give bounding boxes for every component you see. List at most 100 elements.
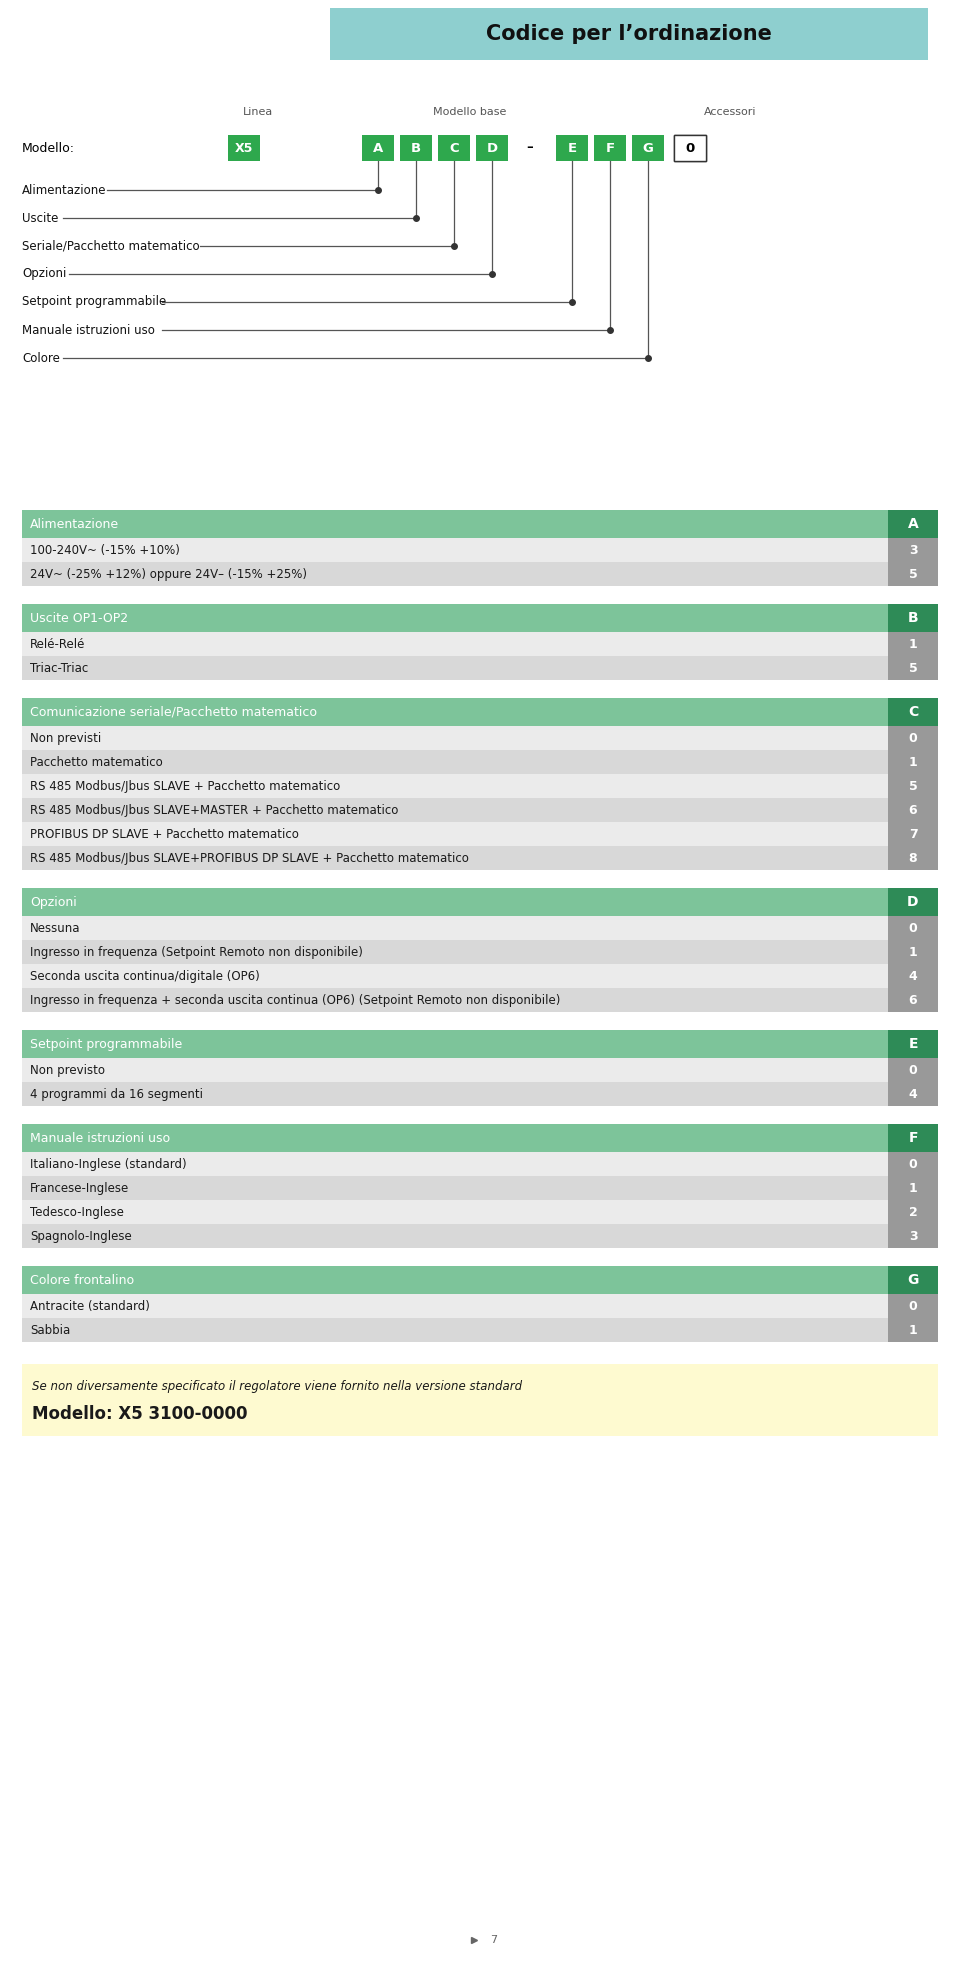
Text: F: F [606, 142, 614, 154]
Bar [888, 775, 938, 798]
Bar [22, 632, 888, 656]
Bar [22, 698, 888, 725]
Bar [888, 917, 938, 941]
Bar [22, 941, 888, 964]
Bar [888, 725, 938, 751]
Bar [888, 1029, 938, 1057]
Bar [22, 1057, 888, 1083]
Text: Manuale istruzioni uso: Manuale istruzioni uso [22, 324, 155, 336]
Text: B: B [411, 142, 421, 154]
Text: B: B [908, 611, 919, 624]
Bar [22, 887, 888, 917]
Text: Nessuna: Nessuna [30, 921, 81, 935]
Text: 4 programmi da 16 segmenti: 4 programmi da 16 segmenti [30, 1087, 203, 1101]
Text: Tedesco-Inglese: Tedesco-Inglese [30, 1205, 124, 1219]
Text: 0: 0 [908, 1158, 918, 1170]
Bar [22, 605, 888, 632]
Bar [888, 510, 938, 537]
Text: Alimentazione: Alimentazione [22, 184, 107, 196]
Text: Sabbia: Sabbia [30, 1324, 70, 1336]
Text: –: – [527, 142, 534, 154]
Text: C: C [908, 705, 918, 719]
Bar [22, 1152, 888, 1176]
Text: 5: 5 [908, 779, 918, 792]
Text: 3: 3 [909, 543, 918, 557]
Bar [888, 1294, 938, 1318]
Bar [632, 134, 664, 160]
Bar [22, 1318, 888, 1342]
Text: Non previsti: Non previsti [30, 731, 101, 745]
Text: Setpoint programmabile: Setpoint programmabile [22, 296, 166, 308]
Bar [22, 1176, 888, 1199]
Text: 0: 0 [908, 1063, 918, 1077]
Text: 5: 5 [908, 662, 918, 674]
Text: 100-240V~ (-15% +10%): 100-240V~ (-15% +10%) [30, 543, 180, 557]
Text: RS 485 Modbus/Jbus SLAVE+PROFIBUS DP SLAVE + Pacchetto matematico: RS 485 Modbus/Jbus SLAVE+PROFIBUS DP SLA… [30, 852, 468, 865]
Text: 0: 0 [685, 142, 695, 154]
Bar [330, 8, 928, 59]
Text: Pacchetto matematico: Pacchetto matematico [30, 755, 163, 769]
Text: 4: 4 [908, 970, 918, 982]
Text: RS 485 Modbus/Jbus SLAVE + Pacchetto matematico: RS 485 Modbus/Jbus SLAVE + Pacchetto mat… [30, 779, 340, 792]
Bar [22, 1083, 888, 1107]
Text: Relé-Relé: Relé-Relé [30, 638, 85, 650]
Text: 6: 6 [909, 804, 918, 816]
Bar [22, 964, 888, 988]
Bar [888, 1223, 938, 1249]
Bar [888, 1152, 938, 1176]
Text: 4: 4 [908, 1087, 918, 1101]
Text: D: D [907, 895, 919, 909]
Bar [888, 1267, 938, 1294]
Bar [888, 798, 938, 822]
Bar [674, 134, 706, 160]
Text: Non previsto: Non previsto [30, 1063, 105, 1077]
Text: RS 485 Modbus/Jbus SLAVE+MASTER + Pacchetto matematico: RS 485 Modbus/Jbus SLAVE+MASTER + Pacche… [30, 804, 398, 816]
Bar [888, 656, 938, 680]
Bar [22, 846, 888, 869]
Text: Comunicazione seriale/Pacchetto matematico: Comunicazione seriale/Pacchetto matemati… [30, 705, 317, 719]
Text: PROFIBUS DP SLAVE + Pacchetto matematico: PROFIBUS DP SLAVE + Pacchetto matematico [30, 828, 299, 840]
Bar [362, 134, 394, 160]
Bar [594, 134, 626, 160]
Bar [888, 1057, 938, 1083]
Text: Setpoint programmabile: Setpoint programmabile [30, 1037, 182, 1051]
Text: Modello:: Modello: [22, 142, 75, 154]
Bar [888, 751, 938, 775]
Text: Uscite OP1-OP2: Uscite OP1-OP2 [30, 611, 128, 624]
Text: 3: 3 [909, 1229, 918, 1243]
Bar [22, 656, 888, 680]
Bar [888, 964, 938, 988]
Text: A: A [907, 518, 919, 532]
Text: Triac-Triac: Triac-Triac [30, 662, 88, 674]
Bar [888, 988, 938, 1012]
Text: 0: 0 [908, 1300, 918, 1312]
Bar [556, 134, 588, 160]
Bar [22, 1294, 888, 1318]
Bar [888, 941, 938, 964]
Bar [888, 632, 938, 656]
Bar [888, 846, 938, 869]
Text: C: C [449, 142, 459, 154]
Text: Ingresso in frequenza + seconda uscita continua (OP6) (Setpoint Remoto non dispo: Ingresso in frequenza + seconda uscita c… [30, 994, 561, 1006]
Text: Spagnolo-Inglese: Spagnolo-Inglese [30, 1229, 132, 1243]
Text: Francese-Inglese: Francese-Inglese [30, 1182, 130, 1195]
Bar [22, 537, 888, 561]
Text: 0: 0 [908, 731, 918, 745]
Bar [22, 1223, 888, 1249]
Bar [888, 537, 938, 561]
Text: A: A [372, 142, 383, 154]
Bar [22, 1199, 888, 1223]
Text: 0: 0 [908, 921, 918, 935]
Bar [22, 561, 888, 587]
Text: Codice per l’ordinazione: Codice per l’ordinazione [486, 24, 772, 43]
Bar [400, 134, 432, 160]
Bar [438, 134, 470, 160]
Bar [888, 561, 938, 587]
Text: 2: 2 [908, 1205, 918, 1219]
Bar [22, 1124, 888, 1152]
Bar [228, 134, 260, 160]
Bar [476, 134, 508, 160]
Text: Seconda uscita continua/digitale (OP6): Seconda uscita continua/digitale (OP6) [30, 970, 260, 982]
Bar [888, 1199, 938, 1223]
Text: 1: 1 [908, 638, 918, 650]
